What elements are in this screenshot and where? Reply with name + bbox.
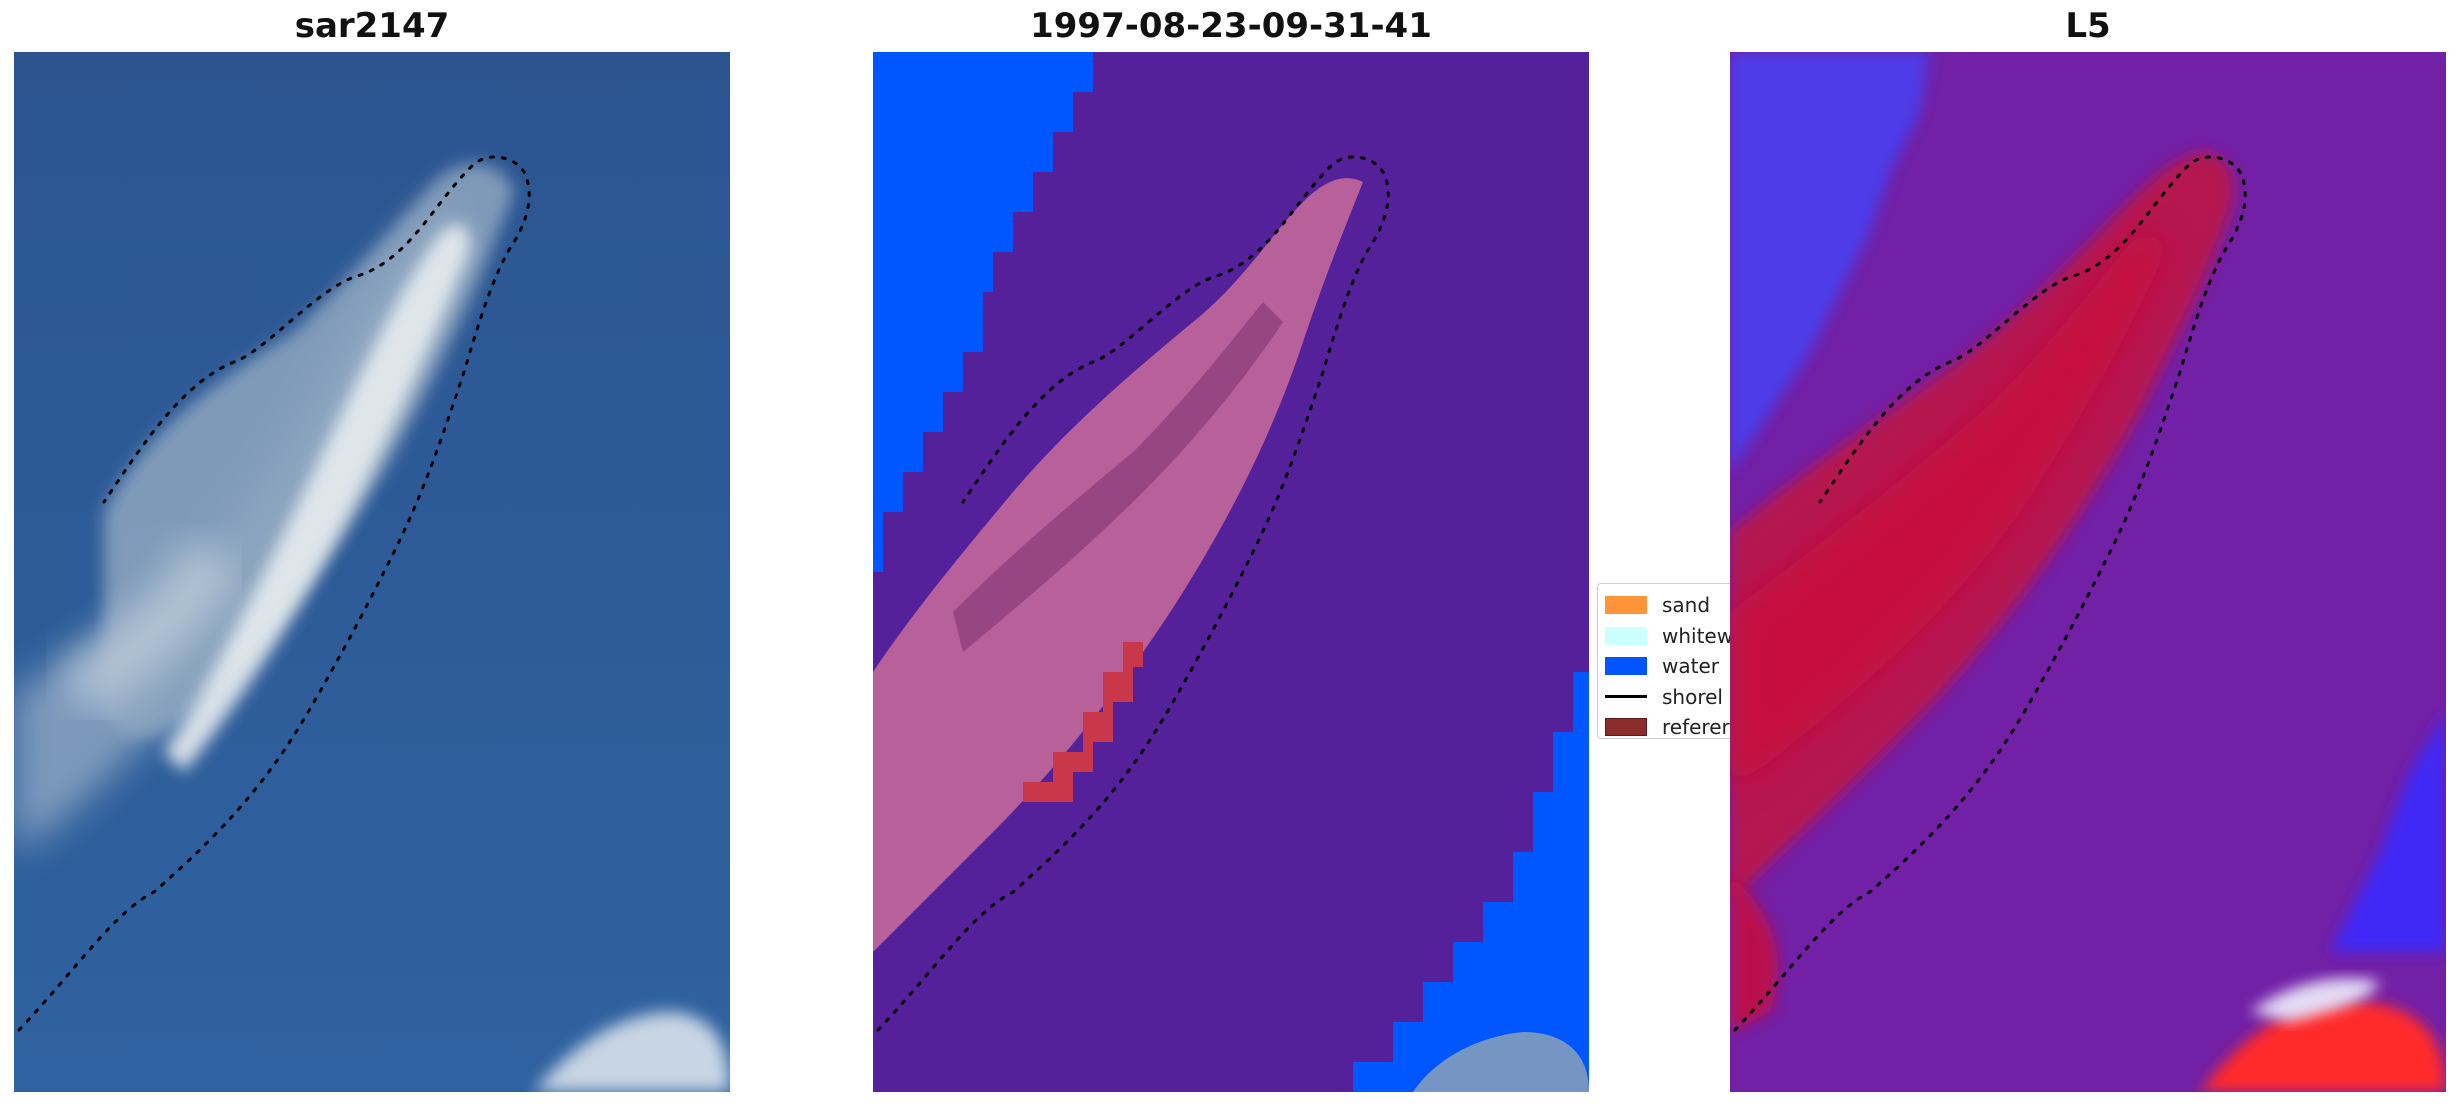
classification-map [873, 52, 1589, 1092]
reference-swatch [1605, 718, 1647, 737]
shoreline-line-swatch [1605, 695, 1647, 699]
legend-item-reference: referer [1598, 712, 1730, 739]
legend-label: sand [1662, 593, 1711, 618]
legend-item-sand: sand [1598, 590, 1730, 621]
legend: sand whitew water shorel referer [1597, 583, 1730, 739]
panel-title-rgb: sar2147 [294, 6, 450, 46]
shoreline-overlay [1733, 155, 2247, 1032]
panel-title-classification: 1997-08-23-09-31-41 [1030, 6, 1432, 46]
legend-item-whitewater: whitew [1598, 621, 1730, 652]
shoreline-overlay [876, 155, 1390, 1032]
panel-title-index: L5 [2065, 6, 2111, 46]
legend-item-shoreline: shorel [1598, 682, 1730, 713]
legend-label: water [1662, 654, 1719, 679]
rgb-satellite-image [14, 52, 730, 1092]
reference-region [1023, 642, 1143, 802]
shoreline-overlay [17, 155, 531, 1032]
legend-label: whitew [1662, 623, 1730, 648]
legend-item-water: water [1598, 651, 1730, 682]
legend-label: referer [1662, 715, 1730, 739]
sand-swatch [1605, 596, 1647, 615]
water-swatch [1605, 657, 1647, 676]
index-heatmap [1730, 52, 2446, 1092]
legend-label: shorel [1662, 684, 1723, 709]
whitewater-swatch [1605, 626, 1647, 645]
